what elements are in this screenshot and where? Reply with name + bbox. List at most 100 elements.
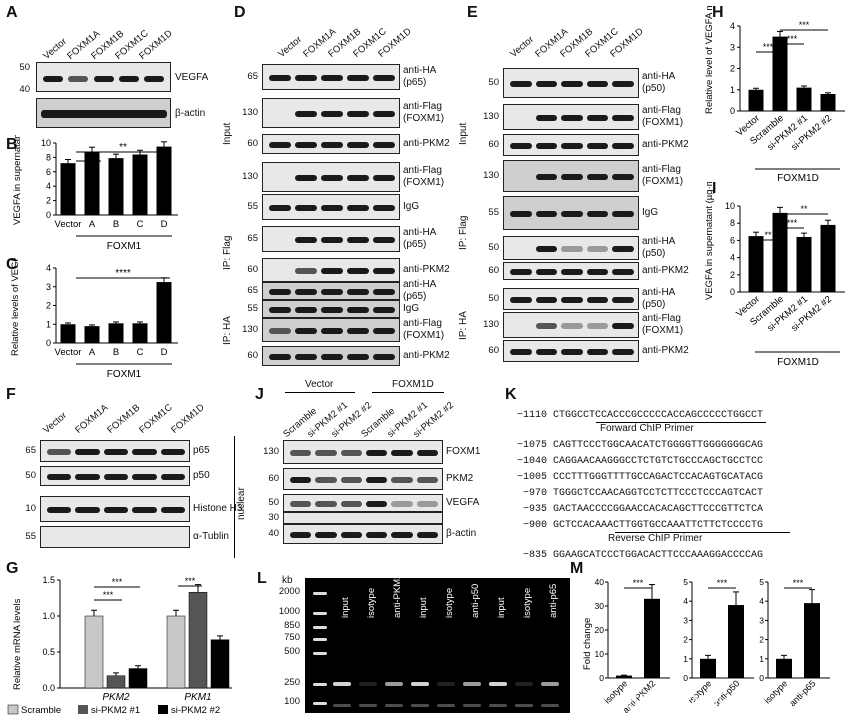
x-title: FOXM1 <box>107 369 142 380</box>
band <box>315 532 337 538</box>
primer-label: Forward ChIP Primer <box>600 423 694 434</box>
bar <box>210 639 230 689</box>
band <box>586 174 609 180</box>
band <box>612 349 634 355</box>
blot-label: anti-HA (p65) <box>403 279 437 302</box>
band <box>586 211 609 217</box>
western-blot <box>503 134 639 156</box>
y-tick-label: 2 <box>730 64 735 74</box>
sig-mark: *** <box>103 590 114 600</box>
western-blot <box>40 526 190 548</box>
panel-label-b: B <box>6 136 18 153</box>
sig-mark: *** <box>633 578 644 588</box>
ladder-size: 100 <box>284 696 300 707</box>
pcr-band <box>463 682 481 686</box>
mw-marker: 50 <box>25 470 36 481</box>
y-tick-label: 4 <box>46 181 51 191</box>
band <box>295 268 317 274</box>
lane-label: input <box>340 597 351 618</box>
band <box>535 211 558 217</box>
mw-marker: 130 <box>263 446 279 457</box>
blot-label: anti-HA (p50) <box>642 71 676 94</box>
blot-label: VEGFA <box>446 497 480 508</box>
western-blot <box>262 162 400 192</box>
bar <box>728 605 744 678</box>
band <box>535 323 558 329</box>
mw-marker: 130 <box>483 170 499 181</box>
group-label: Input <box>458 122 469 145</box>
panel-label-l: L <box>257 570 267 587</box>
ladder-band <box>313 683 327 686</box>
band <box>416 477 438 483</box>
band <box>295 354 317 360</box>
x-title: FOXM1 <box>107 241 142 252</box>
blot-label: FOXM1 <box>446 446 481 457</box>
legend-item: Scramble <box>21 705 61 716</box>
band <box>321 307 343 313</box>
group-label: PKM2 <box>102 692 130 703</box>
western-blot <box>503 160 639 192</box>
y-tick-label: 1.5 <box>42 575 55 585</box>
mw-marker: 65 <box>247 285 258 296</box>
sig-mark: *** <box>112 577 123 587</box>
panel-label-f: F <box>6 386 16 403</box>
band <box>103 449 129 455</box>
blot-label: VEGFA <box>175 72 209 83</box>
ladder-size: 1000 <box>278 606 300 617</box>
band <box>586 349 609 355</box>
band <box>535 143 558 149</box>
band <box>373 75 395 81</box>
panel-label-g: G <box>6 560 19 577</box>
seq-position: −935 <box>522 504 547 515</box>
band <box>47 507 72 513</box>
band <box>295 175 317 181</box>
mw-marker: 130 <box>483 319 499 330</box>
lane-label: FOXM1D <box>169 402 207 436</box>
primer-dimer <box>515 704 533 707</box>
band <box>75 474 100 480</box>
y-tick-label: 2 <box>759 635 764 645</box>
y-tick-label: 4 <box>46 263 51 273</box>
pcr-band <box>385 682 403 686</box>
band <box>510 297 532 303</box>
lane-label: isotype <box>522 587 533 618</box>
x-tick-label: C <box>137 347 144 358</box>
ladder-band <box>313 652 327 655</box>
band <box>321 268 343 274</box>
mw-marker: 65 <box>247 233 258 244</box>
western-blot <box>262 98 400 128</box>
group-label: PKM1 <box>184 692 211 703</box>
mw-marker: 50 <box>268 497 279 508</box>
sig-mark: *** <box>717 578 728 588</box>
band <box>347 75 369 81</box>
band <box>612 297 634 303</box>
band <box>510 349 532 355</box>
band <box>75 507 100 513</box>
blot-label: Histone H3 <box>193 503 243 514</box>
band <box>586 269 609 275</box>
western-blot <box>503 196 639 230</box>
pcr-band <box>333 682 351 686</box>
band <box>340 501 362 507</box>
band <box>391 532 413 538</box>
dna-sequence: CTGGCCTCCACCCGCCCCCACCAGCCCCCTGGCCT <box>553 410 764 421</box>
band <box>366 477 388 483</box>
mw-marker: 65 <box>25 445 36 456</box>
western-blot <box>262 282 400 300</box>
x-title: FOXM1D <box>777 357 819 368</box>
sig-mark: *** <box>185 576 196 586</box>
mw-marker: 40 <box>19 84 30 95</box>
blot-label: β-actin <box>446 528 477 539</box>
western-blot <box>40 440 190 462</box>
x-tick-label: anti-p65 <box>787 678 817 708</box>
western-blot <box>262 258 400 282</box>
primer-dimer <box>411 704 429 707</box>
blot-label: anti-Flag (FOXM1) <box>642 313 684 336</box>
band <box>373 354 395 360</box>
mw-marker: 10 <box>25 503 36 514</box>
pcr-band <box>437 682 455 686</box>
y-tick-label: 2 <box>683 635 688 645</box>
chart-c: 4 3 2 1 0 Vector A B C D **** FOXM1 Relative lev… <box>10 258 178 380</box>
panel-label-i: I <box>712 180 717 197</box>
